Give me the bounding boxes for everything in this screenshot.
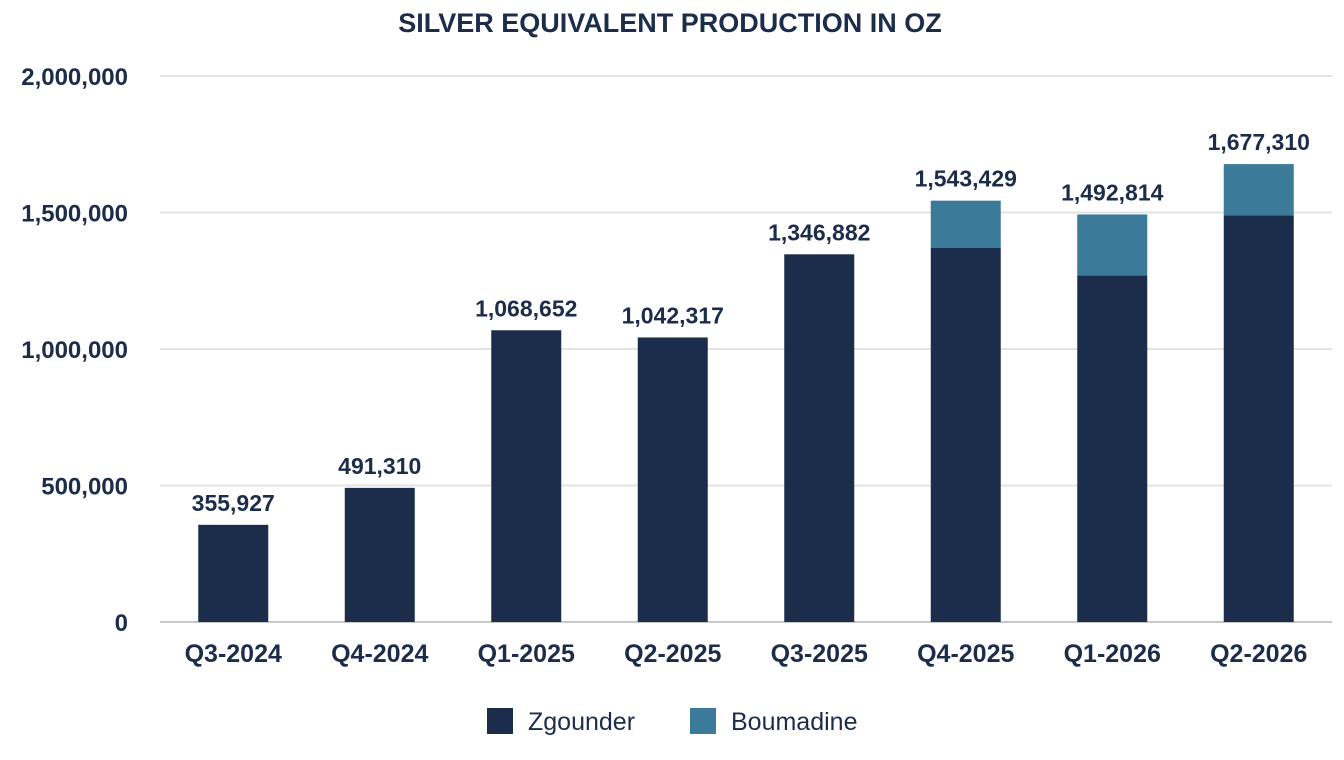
data-label: 1,042,317 [622,302,724,328]
x-tick-label: Q4-2024 [331,640,428,668]
data-labels: 355,927 491,310 1,068,652 1,042,317 1,346,88… [192,129,1310,516]
data-label: 1,677,310 [1208,129,1310,155]
bar-zgounder [344,487,415,622]
bar-zgounder [637,337,708,622]
legend: Zgounder Boumadine [487,708,857,736]
data-label: 491,310 [338,453,421,479]
legend-swatch-boumadine [690,708,716,734]
legend-label: Boumadine [731,708,857,736]
x-tick-label: Q2-2026 [1210,640,1307,668]
y-tick-label: 0 [115,610,128,637]
x-tick-label: Q2-2025 [624,640,721,668]
y-tick-label: 1,000,000 [21,337,128,364]
x-tick-label: Q3-2024 [185,640,282,668]
data-label: 355,927 [192,490,275,516]
x-tick-label: Q3-2025 [771,640,868,668]
bars [198,164,1294,623]
bar-zgounder [1077,275,1148,622]
data-label: 1,068,652 [475,295,577,321]
y-tick-label: 500,000 [41,474,128,501]
x-tick-label: Q1-2025 [478,640,575,668]
y-axis-ticks: 0 500,000 1,000,000 1,500,000 2,000,000 [21,64,128,637]
bar-boumadine [930,200,1001,248]
bar-zgounder [1223,215,1294,623]
data-label: 1,543,429 [915,166,1017,192]
legend-label: Zgounder [528,708,635,736]
bar-boumadine [1077,214,1148,276]
bar-zgounder [491,330,562,622]
data-label: 1,346,882 [768,219,870,245]
x-tick-label: Q1-2026 [1064,640,1161,668]
x-axis-ticks: Q3-2024 Q4-2024 Q1-2025 Q2-2025 Q3-2025 Q4-20… [185,640,1308,668]
bar-boumadine [1223,164,1294,216]
bar-zgounder [198,524,269,622]
x-tick-label: Q4-2025 [917,640,1014,668]
legend-swatch-zgounder [487,708,513,734]
y-tick-label: 2,000,000 [21,64,128,91]
chart-title: SILVER EQUIVALENT PRODUCTION IN OZ [398,8,942,38]
gridlines [160,75,1332,623]
bar-zgounder [784,254,855,622]
data-label: 1,492,814 [1061,179,1164,205]
bar-zgounder [930,247,1001,623]
y-tick-label: 1,500,000 [21,201,128,228]
